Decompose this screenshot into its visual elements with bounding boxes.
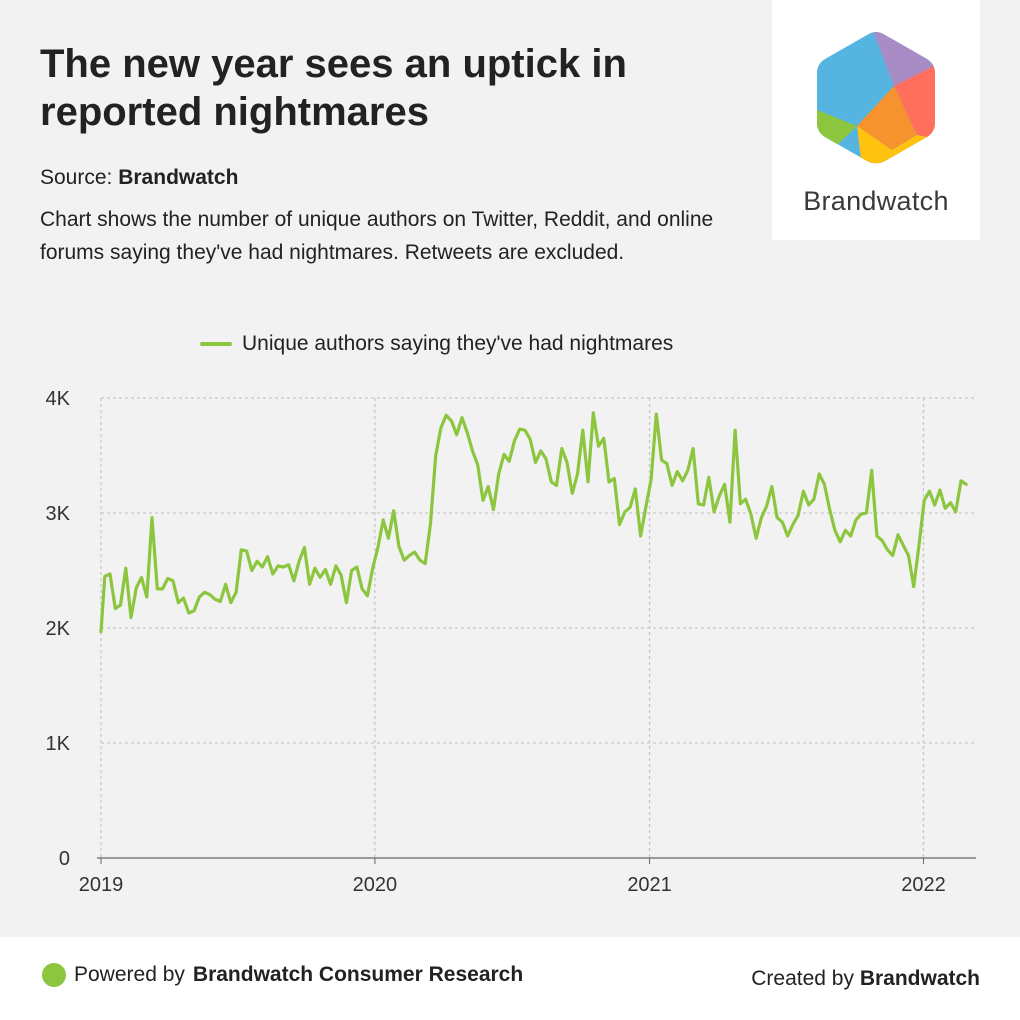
y-tick-label: 3K <box>46 503 71 525</box>
created-prefix: Created by <box>751 967 854 990</box>
x-tick-label: 2019 <box>79 874 124 896</box>
y-tick-label: 1K <box>46 733 71 755</box>
chart-title: The new year sees an uptick in reported … <box>40 42 627 134</box>
legend-label: Unique authors saying they've had nightm… <box>242 332 674 355</box>
brandwatch-hexagon-logo <box>817 32 935 164</box>
green-dot-icon <box>42 963 66 987</box>
logo-red-facet <box>894 62 935 140</box>
x-tick-label: 2020 <box>353 874 398 896</box>
source-prefix: Source: <box>40 166 113 189</box>
powered-name: Brandwatch Consumer Research <box>192 963 524 986</box>
brand-wordmark: Brandwatch <box>803 186 949 216</box>
created-by: Created by Brandwatch <box>751 967 980 991</box>
logo-orange-facet <box>857 86 917 150</box>
chart-description: Chart shows the number of unique authors… <box>40 208 714 264</box>
brand-logo-card: Brandwatch <box>772 0 980 240</box>
y-tick-label: 4K <box>46 388 71 410</box>
x-tick-label: 2021 <box>627 874 672 896</box>
chart-legend: Unique authors saying they've had nightm… <box>200 332 673 356</box>
created-name: Brandwatch <box>859 967 980 990</box>
y-tick-label: 2K <box>46 618 71 640</box>
powered-prefix: Powered by <box>74 963 185 986</box>
series-line <box>99 411 968 634</box>
powered-by: Powered by Brandwatch Consumer Research <box>42 963 523 987</box>
footer-bar: Powered by Brandwatch Consumer Research … <box>0 937 1020 1020</box>
line-chart: 0 1K 2K 3K 4K 2019 2020 2021 2022 <box>46 388 976 896</box>
source-line: Source: Brandwatch <box>40 166 238 190</box>
x-tick-label: 2022 <box>901 874 946 896</box>
legend-swatch <box>200 342 232 346</box>
y-tick-label: 0 <box>59 848 70 870</box>
source-name: Brandwatch <box>118 166 239 189</box>
